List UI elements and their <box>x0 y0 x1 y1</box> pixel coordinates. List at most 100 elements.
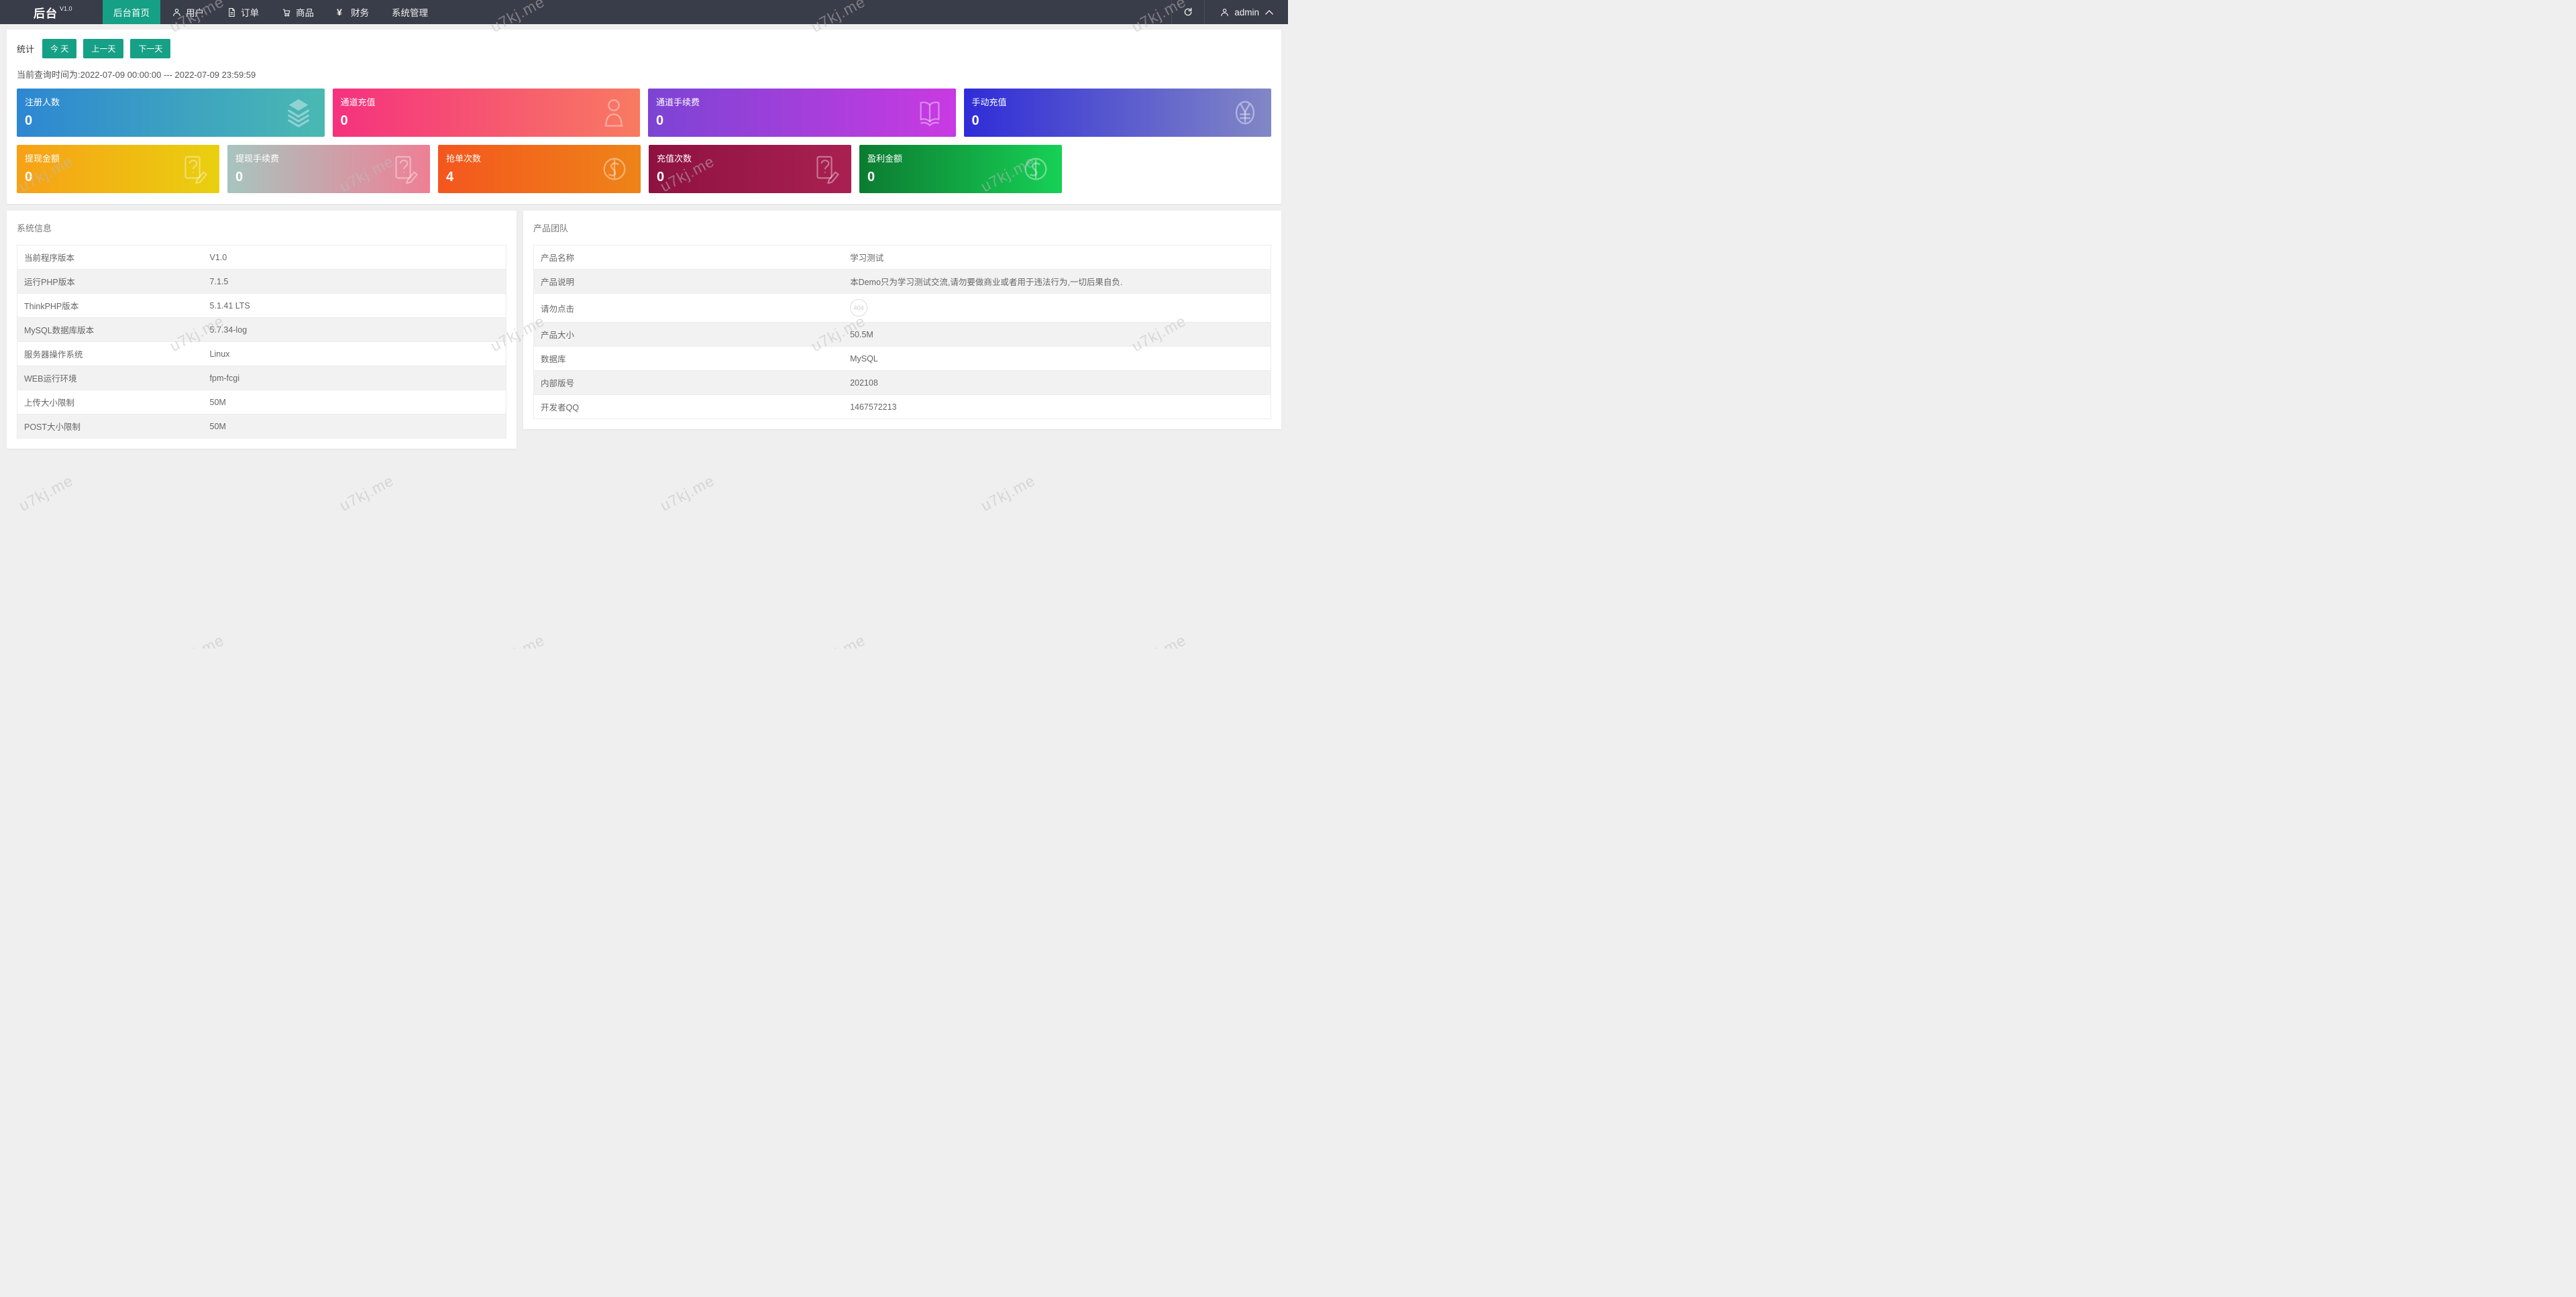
info-value: 202108 <box>843 370 1271 395</box>
navbar-right: admin <box>1171 0 1288 24</box>
system-info-panel: 系统信息 当前程序版本 V1.0 运行PHP版本 7.1.5 ThinkPHP版… <box>7 211 517 449</box>
product-team-panel: 产品团队 产品名称 学习测试 产品说明 本Demo只为学习测试交流,请勿要做商业… <box>523 211 1281 429</box>
info-value: 1467572213 <box>843 394 1271 419</box>
info-value: 404 <box>843 293 1271 323</box>
person-outline-icon <box>598 97 629 128</box>
table-row: 当前程序版本 V1.0 <box>17 245 506 270</box>
info-value: 5.7.34-log <box>203 317 506 342</box>
nav-item-label: 后台首页 <box>113 8 150 18</box>
stat-card-value: 0 <box>657 170 665 184</box>
stat-card-value: 0 <box>25 170 33 184</box>
layers-icon <box>283 97 314 128</box>
table-row: WEB运行环境 fpm-fcgi <box>17 365 506 390</box>
stat-card-recharge-count: 充值次数 0 <box>649 145 851 193</box>
info-label: 数据库 <box>533 346 844 371</box>
brand-name: 后台 <box>34 7 58 20</box>
info-value: 50.5M <box>843 322 1271 347</box>
watermark-text: u7kj.me <box>1129 631 1189 648</box>
nav-item-home[interactable]: 后台首页 <box>103 0 160 24</box>
stat-card-value: 0 <box>971 113 979 128</box>
table-row: 数据库 MySQL <box>533 346 1271 371</box>
nav-item-label: 商品 <box>296 8 314 18</box>
stat-card-grab-orders: 抢单次数 4 <box>438 145 641 193</box>
stats-head: 统计 今 天 上一天 下一天 <box>17 39 1271 58</box>
system-info-title: 系统信息 <box>17 223 52 233</box>
user-icon <box>172 7 182 17</box>
nav-item-users[interactable]: 用户 <box>160 0 215 24</box>
refresh-icon <box>1183 7 1193 17</box>
table-row: 开发者QQ 1467572213 <box>533 394 1271 419</box>
watermark-text: u7kj.me <box>808 631 869 648</box>
nav-item-label: 订单 <box>241 8 259 18</box>
brand-version: V1.0 <box>60 5 72 12</box>
question-edit-icon <box>388 154 419 184</box>
do-not-click-badge[interactable]: 404 <box>850 299 868 317</box>
nav-item-products[interactable]: 商品 <box>270 0 325 24</box>
info-value: 学习测试 <box>850 253 884 263</box>
stat-card-label: 通道手续费 <box>656 97 700 107</box>
stats-label: 统计 <box>17 44 35 54</box>
today-button[interactable]: 今 天 <box>42 39 77 58</box>
product-team-title: 产品团队 <box>533 223 569 233</box>
stats-panel: 统计 今 天 上一天 下一天 当前查询时间为:2022-07-09 00:00:… <box>7 30 1281 204</box>
table-row: MySQL数据库版本 5.7.34-log <box>17 317 506 342</box>
nav-item-label: 财务 <box>351 8 369 18</box>
info-label: 产品大小 <box>533 322 844 347</box>
main-menu: 后台首页 用户 订单 商品 ¥ 财务 系统管理 <box>103 0 439 24</box>
info-label: 上传大小限制 <box>17 390 203 414</box>
stat-card-channel-recharge: 通道充值 0 <box>332 89 640 137</box>
table-row: 产品名称 学习测试 <box>534 245 1271 270</box>
cart-icon <box>282 7 292 17</box>
stat-card-label: 提现手续费 <box>235 154 280 164</box>
table-row: 上传大小限制 50M <box>17 390 506 414</box>
nav-item-orders[interactable]: 订单 <box>215 0 270 24</box>
dollar-circle-icon <box>599 154 630 184</box>
question-edit-icon <box>178 154 209 184</box>
next-day-button[interactable]: 下一天 <box>130 39 171 58</box>
yen-icon: ¥ <box>337 6 342 17</box>
stat-card-label: 充值次数 <box>657 154 692 164</box>
refresh-button[interactable] <box>1171 0 1205 24</box>
watermark-text: u7kj.me <box>657 471 718 515</box>
dollar-circle-icon <box>1020 154 1051 184</box>
table-row: 产品大小 50.5M <box>533 322 1271 347</box>
stat-card-value: 4 <box>446 170 454 184</box>
top-navbar: 后台 V1.0 后台首页 用户 订单 商品 ¥ 财务 系统管理 <box>0 0 1288 24</box>
info-value: MySQL <box>843 346 1271 371</box>
info-value: V1.0 <box>209 252 227 262</box>
info-label: 请勿点击 <box>533 293 844 323</box>
nav-item-label: 系统管理 <box>392 8 428 18</box>
username: admin <box>1234 7 1259 17</box>
stat-card-label: 抢单次数 <box>446 154 482 164</box>
watermark-text: u7kj.me <box>977 471 1038 515</box>
stat-card-withdraw-amount: 提现金额 0 <box>17 145 219 193</box>
question-edit-icon <box>810 154 841 184</box>
watermark-text: u7kj.me <box>167 631 227 648</box>
info-value: 7.1.5 <box>203 269 506 294</box>
info-label: 服务器操作系统 <box>17 341 203 366</box>
stat-cards-row-1: 注册人数 0 通道充值 0 通道手续费 0 手动充值 0 <box>17 89 1271 137</box>
system-info-table: 当前程序版本 V1.0 运行PHP版本 7.1.5 ThinkPHP版本 5.1… <box>17 245 506 439</box>
info-value: 50M <box>203 390 506 414</box>
info-label: WEB运行环境 <box>17 365 203 390</box>
info-value: fpm-fcgi <box>203 365 506 390</box>
product-team-table: 产品名称 学习测试 产品说明 本Demo只为学习测试交流,请勿要做商业或者用于违… <box>533 245 1271 419</box>
stat-card-withdraw-fee: 提现手续费 0 <box>227 145 430 193</box>
table-row: 服务器操作系统 Linux <box>17 341 506 366</box>
prev-day-button[interactable]: 上一天 <box>83 39 124 58</box>
nav-item-finance[interactable]: ¥ 财务 <box>325 0 380 24</box>
nav-item-label: 用户 <box>186 8 204 18</box>
stat-card-value: 0 <box>25 113 33 128</box>
book-icon <box>914 97 945 128</box>
nav-item-system[interactable]: 系统管理 <box>380 0 439 24</box>
info-value: Linux <box>203 341 506 366</box>
user-menu[interactable]: admin <box>1205 0 1288 24</box>
stat-card-channel-fee: 通道手续费 0 <box>648 89 956 137</box>
stat-card-profit-amount: 盈利金额 0 <box>859 145 1062 193</box>
table-row: 内部版号 202108 <box>533 370 1271 395</box>
user-icon <box>1220 7 1230 17</box>
stat-card-value: 0 <box>656 113 664 128</box>
info-label: MySQL数据库版本 <box>17 317 203 342</box>
stat-card-label: 提现金额 <box>25 154 60 164</box>
chevron-up-icon <box>1265 9 1273 15</box>
